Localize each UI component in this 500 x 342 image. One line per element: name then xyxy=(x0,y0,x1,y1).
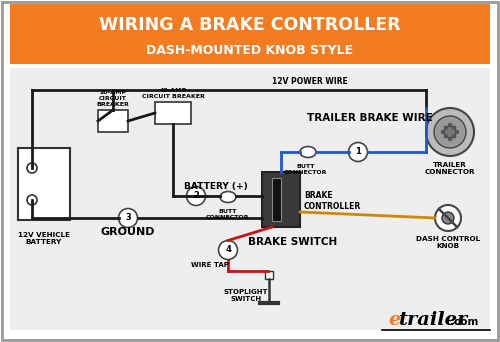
FancyBboxPatch shape xyxy=(10,4,490,64)
Circle shape xyxy=(27,195,37,205)
FancyBboxPatch shape xyxy=(10,68,490,330)
Circle shape xyxy=(448,123,452,127)
Text: WIRE TAP: WIRE TAP xyxy=(191,262,229,268)
Circle shape xyxy=(27,163,37,173)
Text: .com: .com xyxy=(450,317,478,327)
Text: DASH CONTROL
KNOB: DASH CONTROL KNOB xyxy=(416,236,480,249)
Text: 2: 2 xyxy=(193,192,199,200)
Text: BRAKE SWITCH: BRAKE SWITCH xyxy=(248,237,337,247)
Text: 20-AMP
CIRCUIT
BREAKER: 20-AMP CIRCUIT BREAKER xyxy=(96,90,130,107)
Text: GROUND: GROUND xyxy=(101,227,155,237)
Circle shape xyxy=(442,131,444,133)
Text: DASH-MOUNTED KNOB STYLE: DASH-MOUNTED KNOB STYLE xyxy=(146,43,354,56)
Circle shape xyxy=(434,116,466,148)
Circle shape xyxy=(348,143,368,161)
Text: TRAILER BRAKE WIRE: TRAILER BRAKE WIRE xyxy=(307,113,433,123)
Circle shape xyxy=(444,126,456,138)
Ellipse shape xyxy=(300,146,316,158)
FancyBboxPatch shape xyxy=(18,148,70,220)
Text: BRAKE
CONTROLLER: BRAKE CONTROLLER xyxy=(304,191,361,211)
Circle shape xyxy=(452,135,456,138)
Text: STOPLIGHT
SWITCH: STOPLIGHT SWITCH xyxy=(224,289,268,302)
Text: 40-AMP
CIRCUIT BREAKER: 40-AMP CIRCUIT BREAKER xyxy=(142,88,204,99)
Text: BATTERY (+): BATTERY (+) xyxy=(184,182,248,190)
Text: TRAILER
CONNECTOR: TRAILER CONNECTOR xyxy=(425,162,475,175)
FancyBboxPatch shape xyxy=(262,172,300,227)
Circle shape xyxy=(456,131,458,133)
Text: WIRING A BRAKE CONTROLLER: WIRING A BRAKE CONTROLLER xyxy=(99,16,401,34)
FancyBboxPatch shape xyxy=(98,110,128,132)
Circle shape xyxy=(426,108,474,156)
Text: 3: 3 xyxy=(125,213,131,223)
FancyBboxPatch shape xyxy=(265,271,273,279)
Circle shape xyxy=(452,126,456,129)
Text: 1: 1 xyxy=(355,147,361,157)
Circle shape xyxy=(218,240,238,260)
Circle shape xyxy=(118,209,138,227)
Text: trailer: trailer xyxy=(398,311,467,329)
Text: BUTT
CONNECTOR: BUTT CONNECTOR xyxy=(206,209,250,220)
Text: BUTT
CONNECTOR: BUTT CONNECTOR xyxy=(284,164,328,175)
Text: 4: 4 xyxy=(225,246,231,254)
Circle shape xyxy=(186,186,206,206)
Circle shape xyxy=(435,205,461,231)
Text: 12V POWER WIRE: 12V POWER WIRE xyxy=(272,78,348,87)
Circle shape xyxy=(442,212,454,224)
Circle shape xyxy=(444,126,448,129)
Text: 12V VEHICLE
BATTERY: 12V VEHICLE BATTERY xyxy=(18,232,70,245)
Text: e: e xyxy=(388,311,400,329)
FancyBboxPatch shape xyxy=(272,178,281,221)
Ellipse shape xyxy=(220,192,236,202)
FancyBboxPatch shape xyxy=(155,102,191,124)
Circle shape xyxy=(444,135,448,138)
Circle shape xyxy=(448,137,452,141)
